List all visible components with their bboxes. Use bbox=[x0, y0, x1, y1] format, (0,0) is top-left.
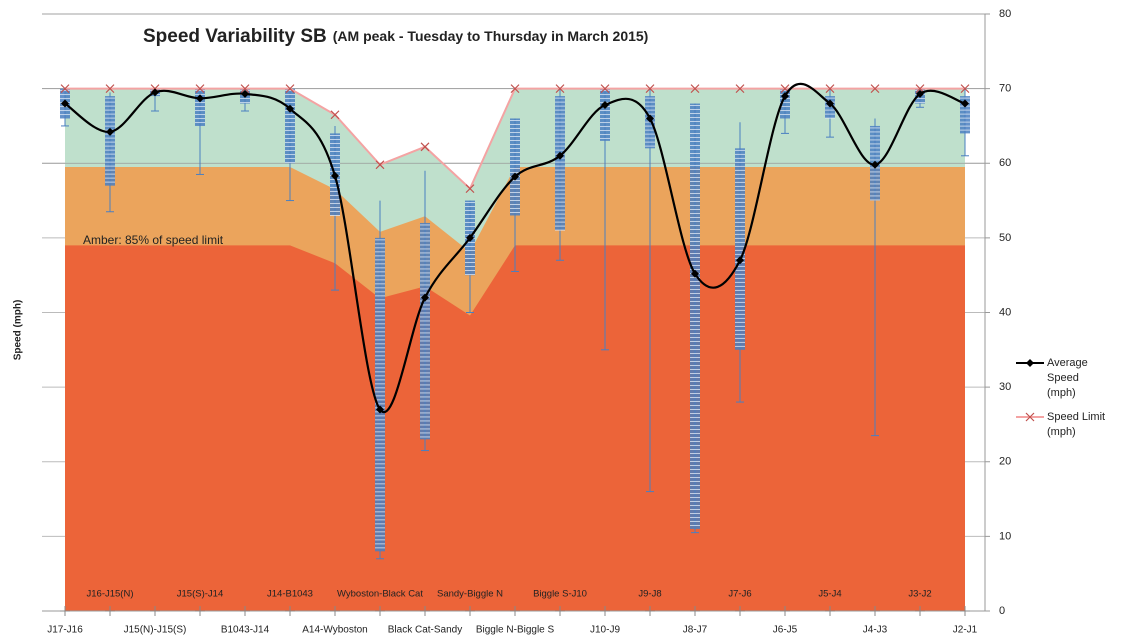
point bbox=[151, 88, 159, 97]
y-axis-label: Speed (mph) bbox=[13, 300, 24, 361]
point bbox=[690, 84, 700, 94]
x-tick-label: J16-J15(N) bbox=[87, 589, 134, 600]
x-tick-label: J14-B1043 bbox=[267, 589, 313, 600]
point bbox=[61, 99, 69, 108]
point bbox=[105, 84, 115, 94]
point bbox=[376, 405, 384, 414]
x-tick-label: J5-J4 bbox=[818, 589, 841, 600]
point bbox=[556, 151, 564, 160]
x-tick-label: Wyboston-Black Cat bbox=[337, 589, 423, 600]
annotation: Amber: 85% of speed limit bbox=[83, 233, 224, 247]
point bbox=[331, 171, 339, 180]
y-tick-label: 0 bbox=[999, 605, 1005, 617]
dense-range bbox=[105, 96, 115, 186]
chart-title: Speed Variability SB (AM peak - Tuesday t… bbox=[143, 26, 648, 47]
x-tick-label: Black Cat-Sandy bbox=[388, 625, 462, 636]
point bbox=[736, 256, 744, 265]
point bbox=[285, 84, 295, 94]
y-tick-label: 20 bbox=[999, 456, 1011, 468]
dense-range bbox=[555, 96, 565, 231]
x-tick-label: J15(N)-J15(S) bbox=[124, 625, 187, 636]
y-tick-label: 30 bbox=[999, 381, 1011, 393]
point bbox=[870, 84, 880, 94]
x-tick-label: J4-J3 bbox=[863, 625, 888, 636]
x-tick-label: Biggle S-J10 bbox=[533, 589, 587, 600]
dense-range bbox=[195, 88, 205, 126]
x-tick-label: B1043-J14 bbox=[221, 625, 270, 636]
point bbox=[510, 84, 520, 94]
point bbox=[600, 84, 610, 94]
x-tick-label: Biggle N-Biggle S bbox=[476, 625, 555, 636]
x-tick-label: J15(S)-J14 bbox=[177, 589, 223, 600]
x-tick-label: J2-J1 bbox=[953, 625, 978, 636]
point bbox=[286, 104, 294, 113]
point bbox=[691, 269, 699, 278]
dense-range bbox=[780, 88, 790, 119]
dense-range bbox=[960, 96, 970, 134]
band-area bbox=[65, 245, 965, 611]
x-tick-label: J10-J9 bbox=[590, 625, 620, 636]
point bbox=[601, 101, 609, 110]
point bbox=[646, 114, 654, 123]
point bbox=[555, 84, 565, 94]
point bbox=[420, 142, 430, 152]
y-tick-label: 60 bbox=[999, 157, 1011, 169]
point bbox=[421, 293, 429, 302]
x-tick-label: Sandy-Biggle N bbox=[437, 589, 503, 600]
x-tick-label: J7-J6 bbox=[728, 589, 751, 600]
dense-range bbox=[690, 103, 700, 529]
point bbox=[511, 172, 519, 181]
y-tick-label: 70 bbox=[999, 83, 1011, 95]
x-tick-label: A14-Wyboston bbox=[302, 625, 368, 636]
y-tick-label: 50 bbox=[999, 232, 1011, 244]
point bbox=[106, 127, 114, 136]
y-tick-label: 10 bbox=[999, 530, 1011, 542]
point bbox=[871, 160, 879, 169]
dense-range bbox=[510, 118, 520, 216]
point bbox=[60, 84, 70, 94]
title: Speed Variability SB bbox=[143, 26, 327, 47]
subtitle: (AM peak - Tuesday to Thursday in March … bbox=[333, 28, 649, 44]
point bbox=[781, 92, 789, 101]
x-tick-label: J6-J5 bbox=[773, 625, 798, 636]
point bbox=[826, 99, 834, 108]
point bbox=[916, 89, 924, 98]
point bbox=[330, 110, 340, 120]
point bbox=[466, 233, 474, 242]
point bbox=[960, 84, 970, 94]
y-tick-label: 80 bbox=[999, 8, 1011, 20]
legend-label: Speed Limit (mph) bbox=[1047, 411, 1106, 438]
point bbox=[241, 89, 249, 98]
dense-range bbox=[420, 222, 430, 440]
point bbox=[196, 94, 204, 103]
point bbox=[465, 184, 475, 194]
dense-range bbox=[735, 148, 745, 350]
point bbox=[825, 84, 835, 94]
y-tick-label: 40 bbox=[999, 306, 1011, 318]
point bbox=[1025, 412, 1035, 422]
point bbox=[195, 84, 205, 94]
x-tick-label: J3-J2 bbox=[908, 589, 931, 600]
x-tick-label: J17-J16 bbox=[47, 625, 83, 636]
x-tick-label: J8-J7 bbox=[683, 625, 708, 636]
point bbox=[375, 160, 385, 170]
x-tick-label: J9-J8 bbox=[638, 589, 661, 600]
plot-layer: 0 10 20 30 40 50 60 70 80 J17-J16 J16-J15(N) J15(N)… bbox=[42, 8, 1044, 636]
legend-label: Average Speed (mph) bbox=[1047, 357, 1088, 399]
point bbox=[1026, 359, 1034, 367]
point bbox=[735, 84, 745, 94]
dense-range bbox=[375, 237, 385, 552]
point bbox=[645, 84, 655, 94]
point bbox=[240, 84, 250, 94]
point bbox=[961, 99, 969, 108]
dense-range bbox=[285, 88, 295, 164]
